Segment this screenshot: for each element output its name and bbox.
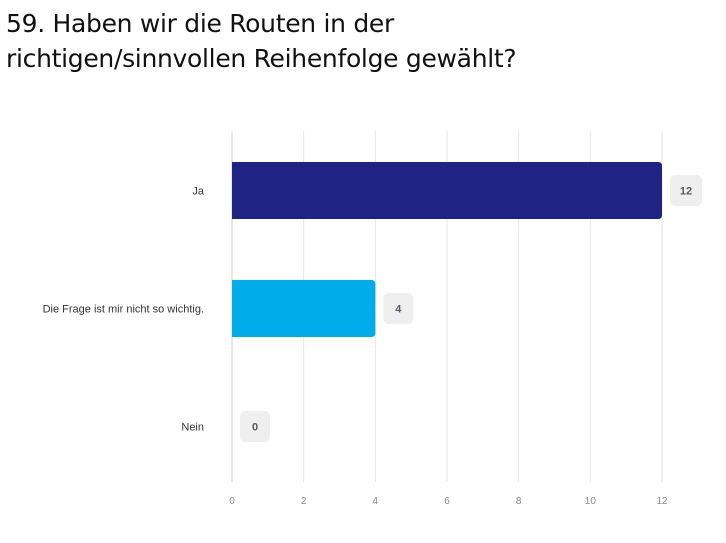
x-tick-label-2: 2: [301, 496, 307, 507]
value-label-2: 4: [395, 304, 402, 316]
chart-title: 59. Haben wir die Routen in der richtige…: [6, 6, 706, 76]
x-tick-label-0: 0: [229, 496, 235, 507]
x-tick-label-6: 6: [444, 496, 450, 507]
chart-title-line-1: 59. Haben wir die Routen in der: [6, 9, 394, 38]
category-label-2: Die Frage ist mir nicht so wichtig.: [43, 304, 204, 316]
chart-bars: [232, 162, 662, 337]
value-badge-2: [383, 293, 414, 324]
value-badge-1: [670, 175, 702, 206]
value-label-1: 12: [680, 186, 692, 198]
bar-2: [232, 280, 376, 337]
value-badge-3: [240, 411, 270, 442]
category-label-1: Ja: [192, 186, 205, 198]
x-tick-label-8: 8: [516, 496, 522, 507]
x-tick-label-12: 12: [656, 496, 668, 507]
category-labels: Ja Die Frage ist mir nicht so wichtig. Nei…: [43, 186, 205, 434]
value-label-3: 0: [252, 422, 258, 434]
category-label-3: Nein: [181, 422, 204, 434]
x-axis-tick-labels: 0 2 4 6 8 10 12: [229, 496, 668, 507]
chart-title-line-2: richtigen/sinnvollen Reihenfolge gewählt…: [6, 44, 517, 73]
value-labels: 12 4 0: [240, 175, 702, 442]
x-tick-label-10: 10: [585, 496, 597, 507]
bar-1: [232, 162, 662, 219]
x-tick-label-4: 4: [373, 496, 379, 507]
